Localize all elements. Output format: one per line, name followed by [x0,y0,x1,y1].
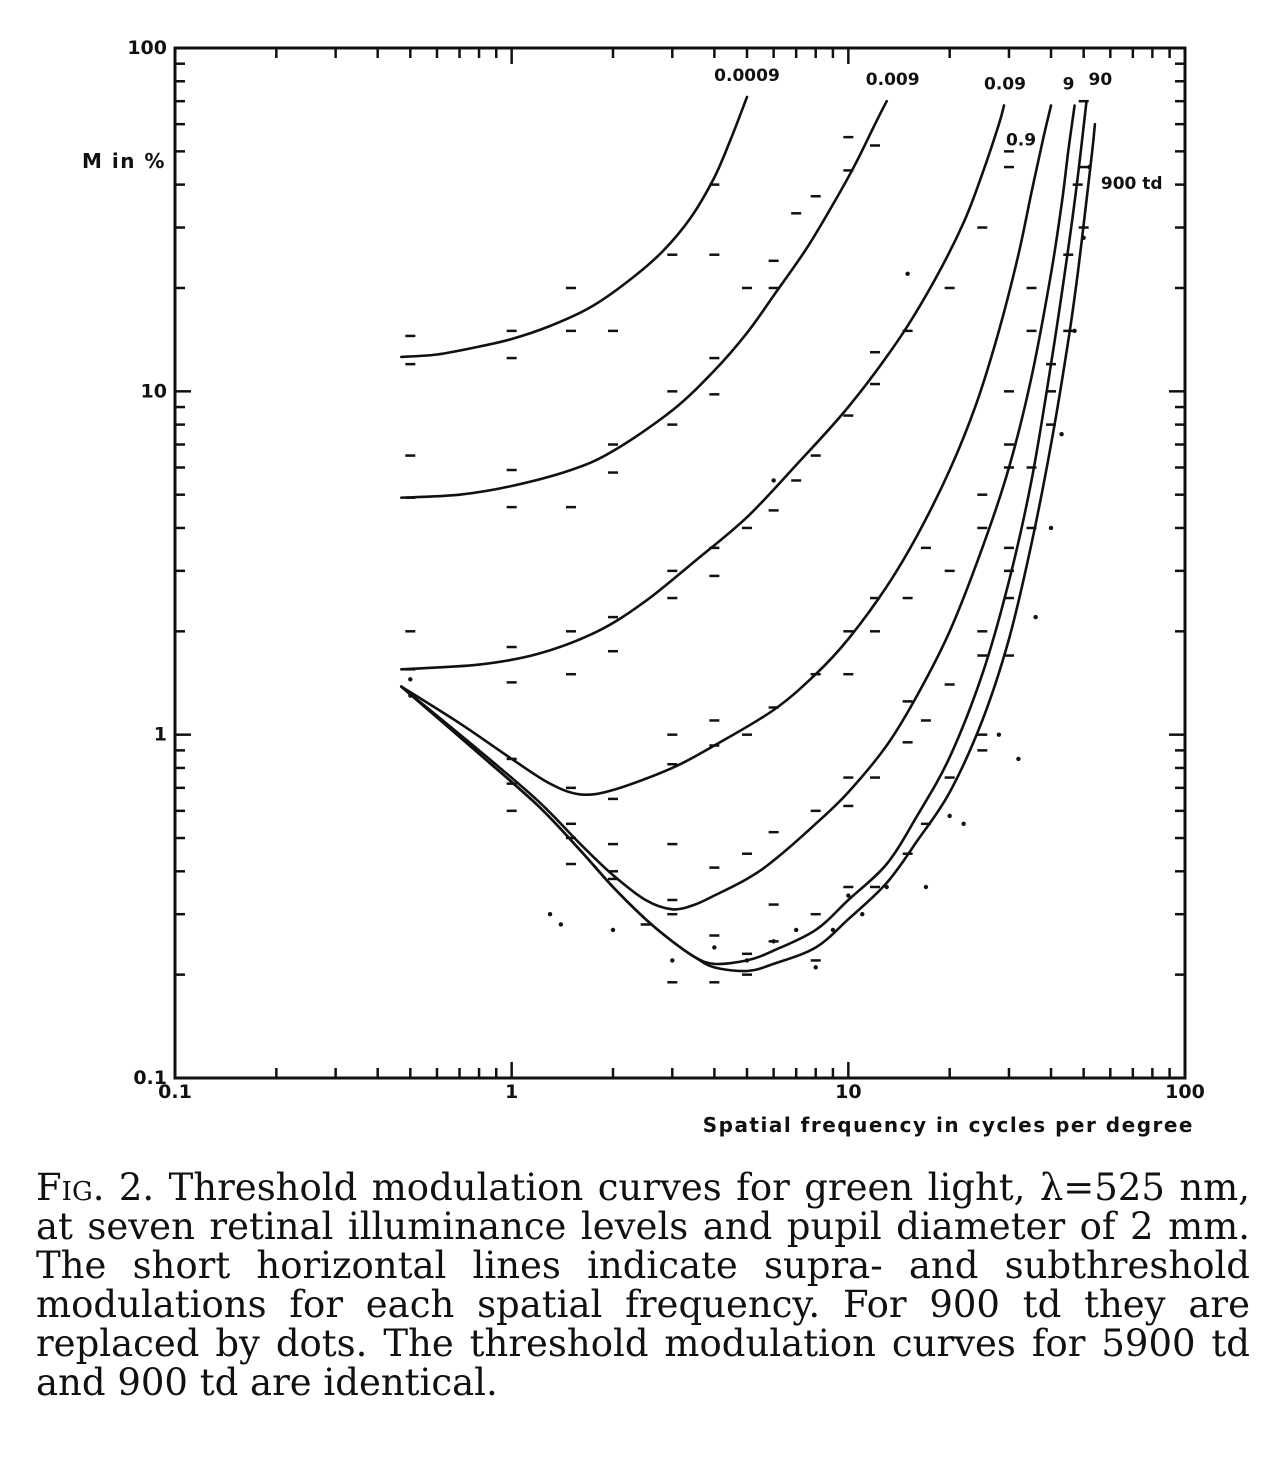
curve-0.009 [400,99,888,499]
x-tick-label: 100 [1165,1081,1205,1103]
x-tick-label: 0.1 [158,1081,192,1103]
figure-caption: Fig. 2. Threshold modulation curves for … [36,1168,1250,1402]
series-label: 0.0009 [714,66,780,86]
threshold-dot [670,958,675,963]
threshold-marks [405,99,1089,984]
threshold-dot [996,732,1002,737]
y-tick-labels: 0.1 1 10 100 [127,37,167,1089]
series-label: 90 [1089,70,1113,90]
x-tick-labels: 0.1 1 10 100 [158,1081,1205,1103]
axis-ticks [175,48,1185,1078]
y-axis-label: M in % [82,149,166,173]
x-axis-label: Spatial frequency in cycles per degree [703,1113,1194,1137]
series-label: 0.09 [984,75,1026,95]
threshold-dot [1072,328,1077,334]
threshold-dot [793,927,799,933]
plot-frame [173,46,1187,1080]
figure-label: Fig. 2. [36,1166,155,1209]
figure-caption-text: Threshold modulation curves for green li… [36,1166,1250,1404]
threshold-dot [547,911,553,917]
threshold-dot [905,271,910,276]
y-tick-label: 1 [154,724,167,746]
series-label: 900 td [1101,174,1163,194]
series-label: 0.009 [866,70,920,90]
series-label: 0.9 [1006,131,1036,151]
threshold-dot [860,911,865,917]
threshold-dot [408,677,413,682]
curve-0.0009 [400,95,749,359]
threshold-dot [1016,756,1021,762]
threshold-dots-900td [408,164,1092,970]
curve-9 [400,104,1076,911]
curve-90 [400,99,1088,966]
curve-900-td [400,122,1097,973]
threshold-dot [846,893,851,898]
threshold-dot [923,884,929,890]
series-labels: 0.0009 0.009 0.09 0.9 9 90 900 td [714,66,1162,194]
curve-0.09 [400,104,1006,671]
threshold-dot [1033,614,1038,620]
threshold-curves [400,95,1097,973]
threshold-dot [771,478,776,483]
threshold-dot [771,939,776,944]
threshold-dot [1059,432,1064,437]
x-tick-label: 10 [835,1081,861,1103]
threshold-dot [813,965,818,970]
threshold-dot [610,927,616,933]
threshold-dot [947,813,952,819]
series-label: 9 [1063,75,1075,95]
threshold-dot [961,821,966,827]
threshold-dot [712,945,717,950]
y-tick-label: 0.1 [133,1067,167,1089]
threshold-dot [558,922,564,927]
curve-0.9 [400,104,1053,797]
y-tick-label: 100 [127,37,167,59]
threshold-dot [830,927,836,933]
x-tick-label: 1 [505,1081,518,1103]
threshold-dot [1048,525,1054,531]
y-tick-label: 10 [141,380,167,402]
